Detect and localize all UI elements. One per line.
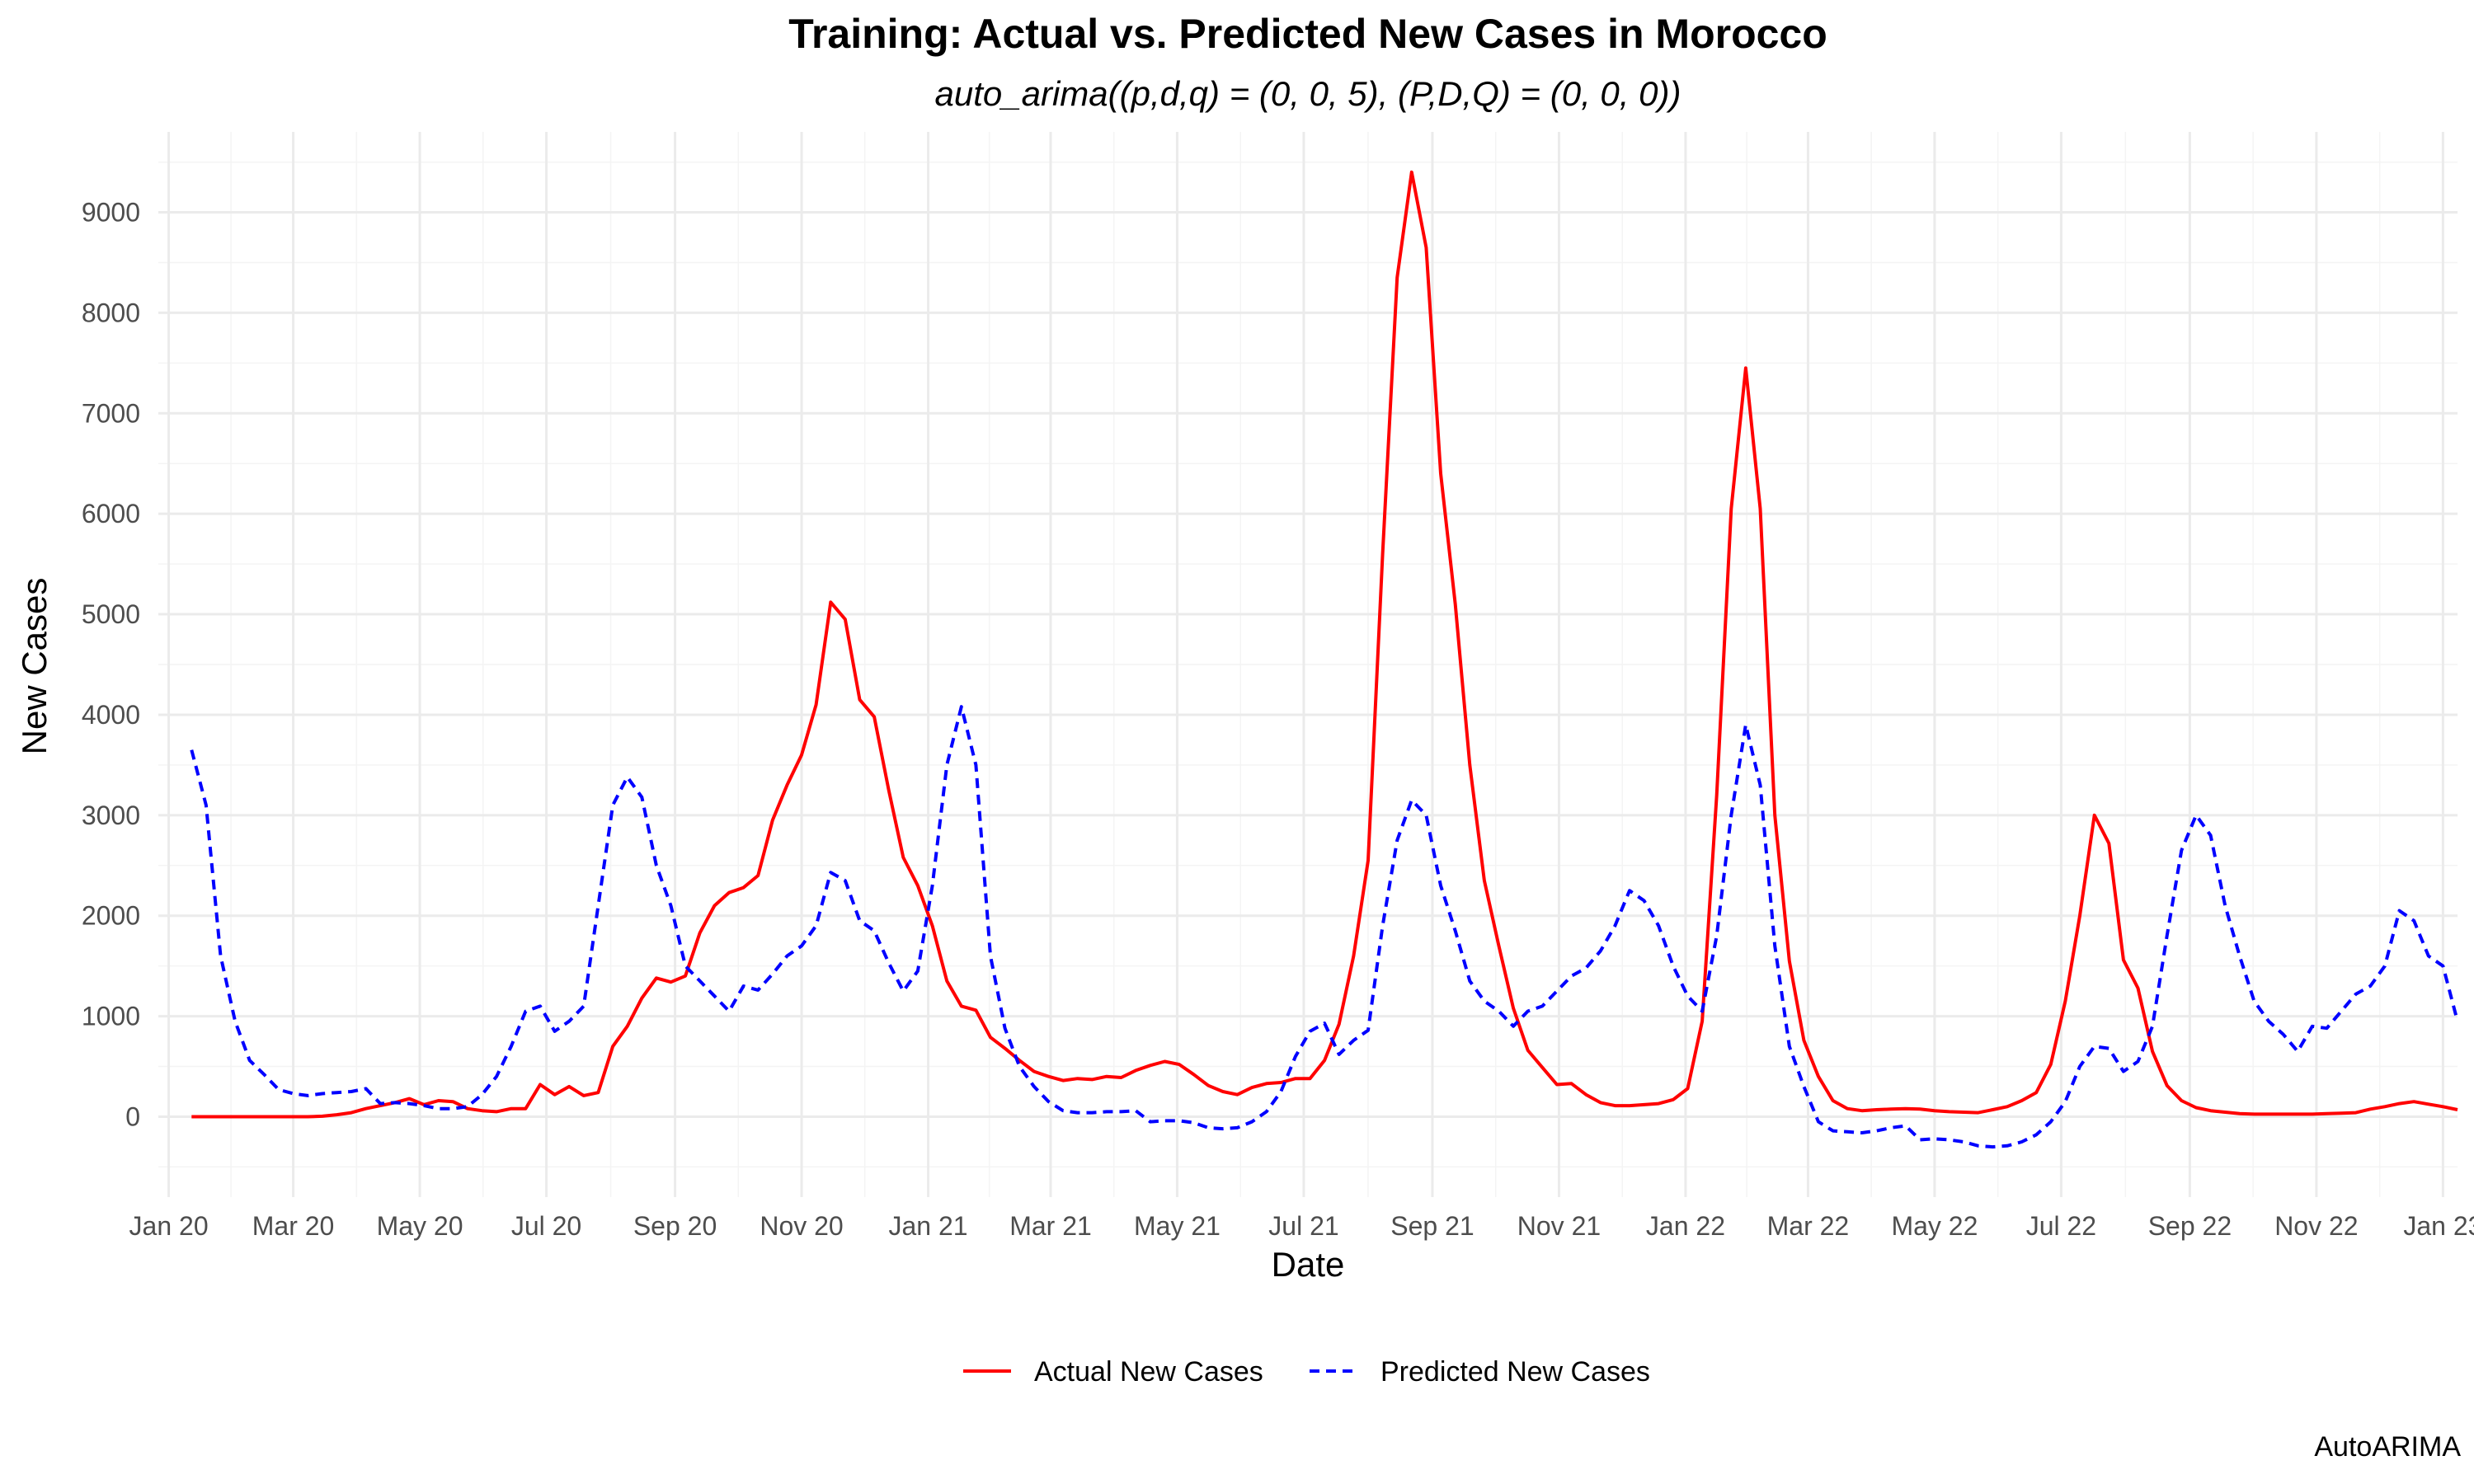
- x-axis-title: Date: [1272, 1245, 1345, 1284]
- x-tick-label: Sep 22: [2148, 1211, 2232, 1241]
- x-tick-label: May 21: [1134, 1211, 1221, 1241]
- x-tick-label: Jan 22: [1646, 1211, 1725, 1241]
- x-tick-label: Sep 20: [633, 1211, 717, 1241]
- y-axis-ticks: 0 1000 2000 3000 4000 5000 6000 7000 8000 9000: [82, 198, 140, 1132]
- chart-title: Training: Actual vs. Predicted New Cases…: [788, 11, 1827, 57]
- x-tick-label: Nov 20: [760, 1211, 843, 1241]
- y-tick-label: 3000: [82, 801, 140, 830]
- y-tick-label: 4000: [82, 700, 140, 730]
- x-axis-ticks: Jan 20 Mar 20 May 20 Jul 20 Sep 20 Nov 20 Jan …: [129, 1211, 2474, 1241]
- x-tick-label: Jul 22: [2026, 1211, 2096, 1241]
- legend-label-actual: Actual New Cases: [1034, 1356, 1263, 1388]
- x-tick-label: Sep 21: [1390, 1211, 1474, 1241]
- y-tick-label: 1000: [82, 1002, 140, 1031]
- y-tick-label: 6000: [82, 499, 140, 528]
- x-tick-label: Mar 20: [252, 1211, 335, 1241]
- y-tick-label: 9000: [82, 198, 140, 228]
- x-tick-label: Mar 21: [1009, 1211, 1092, 1241]
- y-tick-label: 7000: [82, 398, 140, 428]
- x-tick-label: Nov 21: [1517, 1211, 1601, 1241]
- x-tick-label: Jan 21: [888, 1211, 967, 1241]
- x-tick-label: Jul 21: [1268, 1211, 1338, 1241]
- grid: [158, 132, 2458, 1197]
- y-tick-label: 0: [125, 1101, 140, 1131]
- x-tick-label: May 20: [377, 1211, 463, 1241]
- y-tick-label: 2000: [82, 901, 140, 931]
- chart-subtitle: auto_arima((p,d,q) = (0, 0, 5), (P,D,Q) …: [935, 74, 1681, 113]
- y-tick-label: 5000: [82, 599, 140, 629]
- chart-caption: AutoARIMA: [2314, 1431, 2461, 1463]
- series-line-actual: [191, 170, 2458, 1119]
- x-tick-label: Nov 22: [2274, 1211, 2358, 1241]
- y-axis-title: New Cases: [15, 578, 54, 755]
- x-tick-label: May 22: [1891, 1211, 1978, 1241]
- y-tick-label: 8000: [82, 298, 140, 327]
- x-tick-label: Jan 20: [129, 1211, 209, 1241]
- series-line-predicted: [190, 705, 2459, 1149]
- x-tick-label: Jan 23: [2403, 1211, 2474, 1241]
- series-lines: [190, 170, 2459, 1149]
- legend: Actual New Cases Predicted New Cases: [963, 1356, 1650, 1388]
- x-tick-label: Mar 22: [1767, 1211, 1850, 1241]
- x-tick-label: Jul 20: [511, 1211, 581, 1241]
- legend-label-predicted: Predicted New Cases: [1380, 1356, 1650, 1388]
